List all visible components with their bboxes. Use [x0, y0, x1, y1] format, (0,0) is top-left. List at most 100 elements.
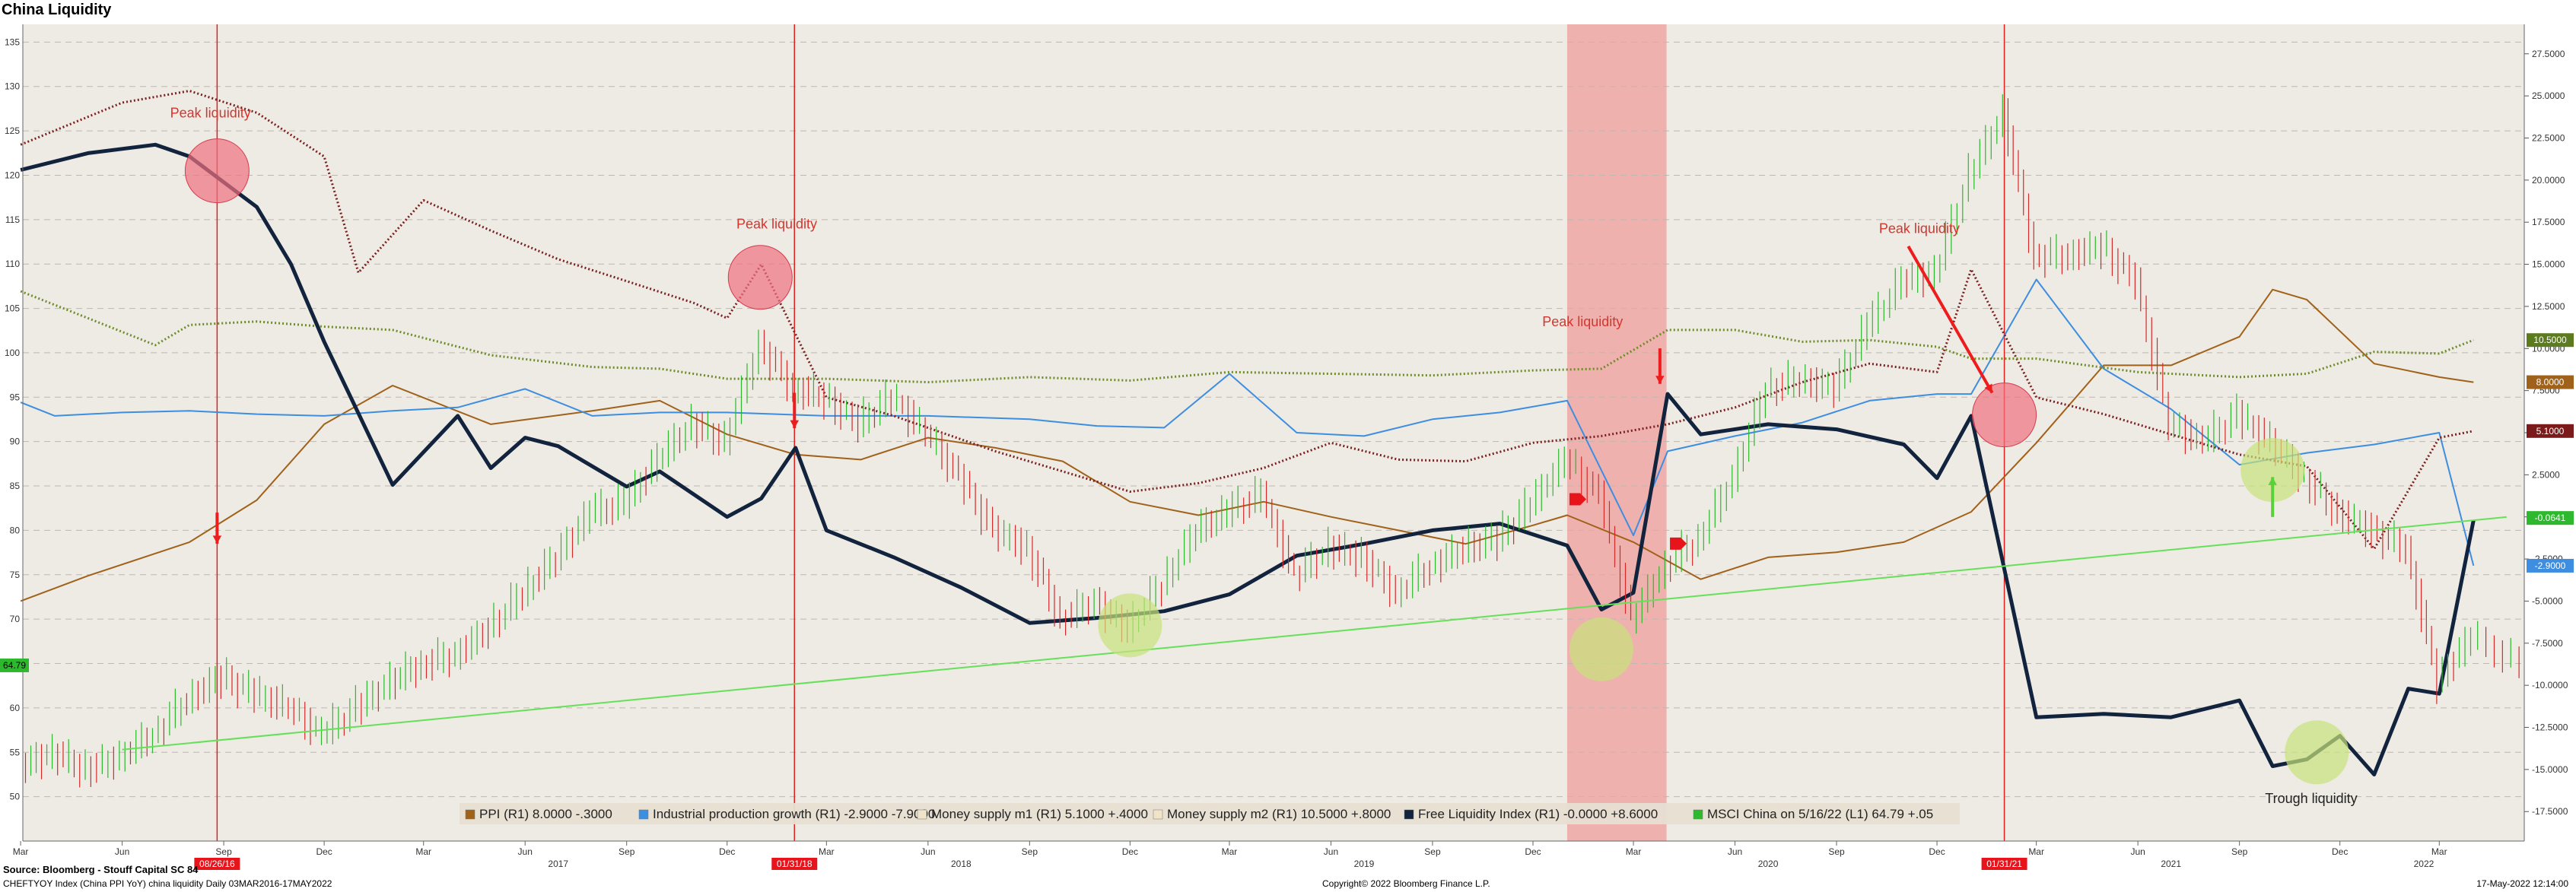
x-month-label: Dec: [719, 846, 735, 857]
value-badge-label: 64.79: [3, 660, 26, 671]
x-month-label: Sep: [1022, 846, 1038, 857]
right-tick-label: 12.5000: [2532, 301, 2565, 312]
x-month-label: Sep: [619, 846, 635, 857]
timestamp: 17-May-2022 12:14:00: [2476, 878, 2568, 889]
x-month-label: Mar: [1222, 846, 1238, 857]
source-note: Source: Bloomberg - Stouff Capital SC 84: [3, 864, 199, 875]
legend: PPI (R1) 8.0000 -.3000 Industrial product…: [460, 803, 1960, 824]
peak-label: Peak liquidity: [170, 106, 251, 121]
left-tick-label: 130: [5, 81, 20, 92]
value-badge-label: -0.0641: [2535, 513, 2566, 523]
date-marker-badge: [194, 858, 240, 870]
date-marker-badge: [771, 858, 818, 870]
x-month-label: Mar: [819, 846, 835, 857]
peak-circle: [184, 138, 250, 204]
legend-swatch: [1693, 809, 1703, 820]
axes: 5055606570758085909510010511011512012513…: [0, 24, 2574, 869]
red-marker: [1569, 493, 1587, 506]
x-year-label: 2022: [2414, 859, 2434, 869]
date-markers: 08/26/16 01/31/18 01/31/21: [194, 24, 2027, 870]
trough-label: Trough liquidity: [2265, 791, 2357, 806]
right-tick-label: 20.0000: [2532, 175, 2565, 186]
green-arrow-head: [2268, 477, 2277, 485]
legend-box: [460, 803, 1960, 824]
left-tick-label: 110: [5, 259, 20, 269]
peak-label: Peak liquidity: [1879, 221, 1960, 236]
value-badge-label: 10.5000: [2533, 335, 2567, 345]
value-badge-label: 5.1000: [2536, 426, 2565, 436]
value-badge: [0, 658, 29, 672]
peak-circle: [727, 245, 793, 310]
x-month-label: Jun: [2130, 846, 2145, 857]
trough-circle: [1569, 617, 1633, 681]
red-arrow-head: [790, 420, 800, 429]
left-tick-label: 125: [5, 125, 20, 136]
series-line: [20, 288, 2474, 602]
left-tick-label: 55: [10, 747, 21, 757]
legend-swatch: [917, 809, 927, 820]
annotations: Peak liquidity Peak liquidity Peak liquidi…: [170, 106, 2358, 806]
x-month-label: Jun: [921, 846, 935, 857]
left-tick-label: 60: [10, 703, 21, 713]
series-line: [20, 142, 2476, 776]
right-tick-label: -7.5000: [2532, 638, 2563, 649]
left-tick-label: 115: [5, 214, 20, 225]
trough-circle: [1098, 593, 1162, 658]
x-month-label: Jun: [1728, 846, 1742, 857]
peak-label: Peak liquidity: [1542, 314, 1623, 329]
left-tick-label: 90: [10, 436, 21, 447]
x-year-label: 2021: [2161, 859, 2181, 869]
left-tick-label: 120: [5, 170, 20, 180]
value-badge: [2527, 558, 2574, 573]
date-marker-label: 01/31/18: [777, 859, 813, 869]
right-tick-label: 25.0000: [2532, 90, 2565, 101]
red-arrow: [1907, 245, 1994, 394]
left-tick-label: 105: [5, 303, 20, 314]
value-badge: [2527, 424, 2574, 438]
left-tick-label: 75: [10, 570, 21, 580]
legend-swatch: [465, 809, 475, 820]
right-tick-label: -10.0000: [2532, 680, 2568, 690]
legend-label: PPI (R1) 8.0000 -.3000: [479, 807, 612, 821]
left-tick-label: 100: [5, 348, 20, 358]
right-tick-label: -15.0000: [2532, 764, 2568, 775]
right-tick-label: 27.5000: [2532, 49, 2565, 59]
x-month-label: Dec: [2332, 846, 2348, 857]
value-badge-label: -2.9000: [2535, 560, 2566, 571]
left-tick-label: 80: [10, 525, 21, 535]
x-month-label: Sep: [215, 846, 232, 857]
x-month-label: Jun: [518, 846, 533, 857]
peak-label: Peak liquidity: [736, 217, 817, 232]
x-month-label: Jun: [1324, 846, 1338, 857]
date-marker-badge: [1981, 858, 2027, 870]
x-year-label: 2017: [548, 859, 568, 869]
value-badge: [2527, 511, 2574, 525]
x-month-label: Jun: [115, 846, 129, 857]
red-marker: [1670, 537, 1687, 550]
x-month-label: Sep: [1424, 846, 1441, 857]
x-month-label: Dec: [1525, 846, 1541, 857]
x-month-label: Dec: [316, 846, 332, 857]
left-tick-label: 50: [10, 792, 21, 802]
x-month-label: Sep: [2231, 846, 2248, 857]
plot-background: [23, 24, 2524, 841]
series-line: [20, 290, 2474, 384]
x-month-label: Dec: [1929, 846, 1945, 857]
left-tick-label: 95: [10, 392, 21, 402]
legend-swatch: [1153, 809, 1163, 820]
chart-title: China Liquidity: [2, 2, 112, 18]
left-tick-label: 70: [10, 614, 21, 624]
legend-swatch: [1404, 809, 1414, 820]
x-month-label: Mar: [1626, 846, 1642, 857]
series-layer: [20, 90, 2520, 788]
series-line: [122, 516, 2507, 751]
legend-label: MSCI China on 5/16/22 (L1) 64.79 +.05: [1707, 807, 1933, 821]
legend-label: Money supply m2 (R1) 10.5000 +.8000: [1167, 807, 1391, 821]
right-tick-label: 17.5000: [2532, 217, 2565, 227]
red-arrow-head: [1984, 383, 1992, 393]
index-description: CHEFTYOY Index (China PPI YoY) china liq…: [3, 878, 332, 889]
x-month-label: Dec: [1122, 846, 1138, 857]
red-arrow-head: [212, 535, 222, 544]
copyright-note: Copyright© 2022 Bloomberg Finance L.P.: [1322, 878, 1490, 889]
